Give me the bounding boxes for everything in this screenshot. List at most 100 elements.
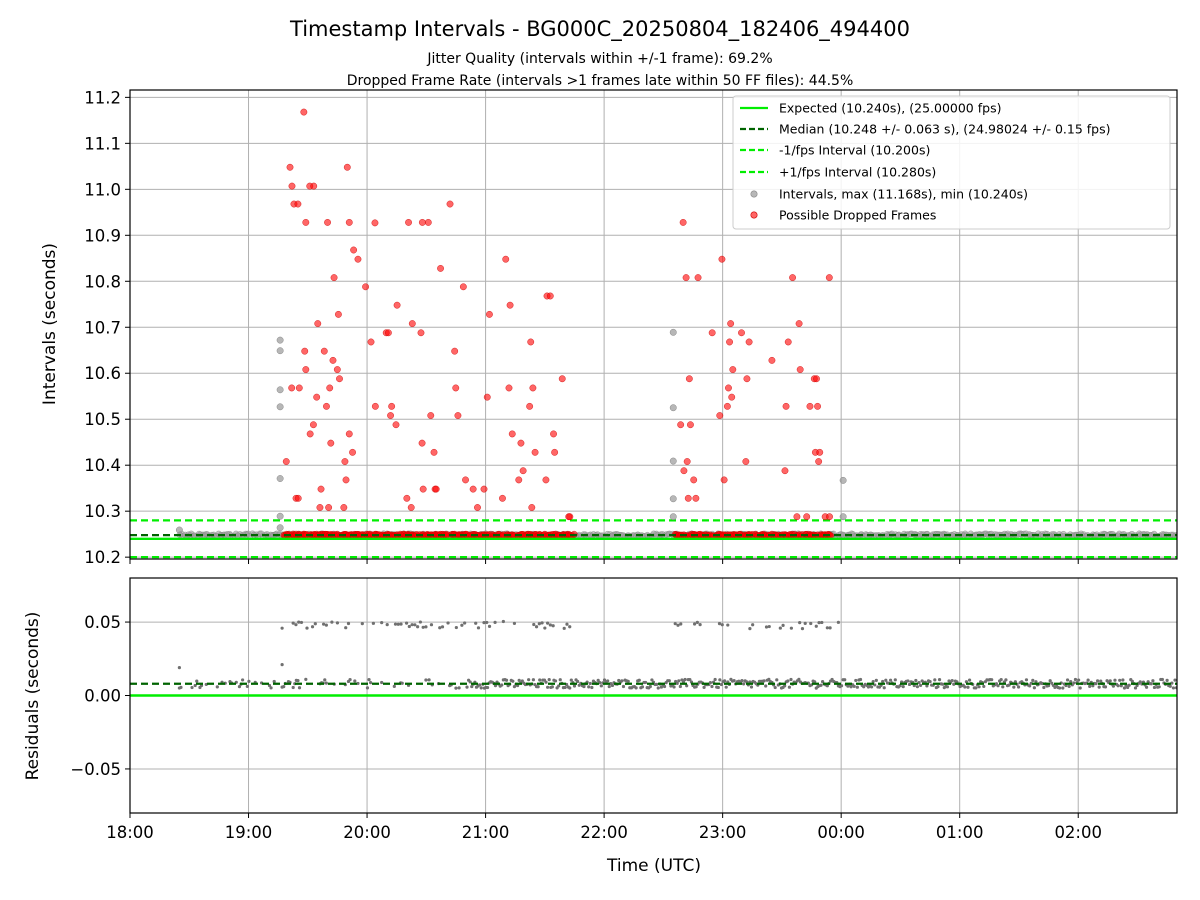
residual-point (881, 679, 885, 684)
residual-point (400, 681, 404, 685)
residual-point (517, 678, 521, 682)
residual-point (356, 681, 360, 686)
residual-point (1116, 684, 1120, 688)
residual-point (380, 680, 384, 685)
residual-point (884, 678, 888, 682)
residual-point (634, 686, 638, 690)
residual-point (675, 681, 679, 685)
residual-point (547, 678, 551, 682)
dropped-frame-point (502, 255, 510, 263)
residual-point (996, 684, 1000, 688)
time-tick-label: 00:00 (817, 823, 865, 842)
dropped-frame-point (367, 338, 375, 346)
dropped-frame-point (419, 485, 427, 493)
residual-point (546, 685, 550, 689)
residual-outlier-point (825, 626, 829, 630)
residual-point (688, 677, 692, 682)
intervals-points (130, 108, 1177, 540)
residual-outlier-point (299, 620, 304, 625)
residual-point (1152, 685, 1157, 690)
interval-point (276, 403, 284, 411)
residual-point (1001, 685, 1005, 689)
residual-outlier-point (748, 627, 752, 631)
residual-point (862, 685, 866, 689)
residual-point (1012, 685, 1016, 689)
residual-point (282, 684, 286, 689)
residual-point (478, 683, 482, 687)
time-tick-label: 02:00 (1054, 823, 1102, 842)
dropped-frame-point (508, 430, 516, 438)
residual-outlier-point (764, 625, 769, 629)
residual-point (941, 682, 945, 686)
dropped-frame-point (345, 219, 353, 226)
legend-entry-minus-1fps: -1/fps Interval (10.200s) (779, 143, 930, 158)
dropped-frame-point (282, 458, 290, 465)
dropped-frame-point (335, 310, 342, 318)
time-tick-label: 20:00 (343, 823, 391, 842)
residual-point (648, 684, 652, 689)
residual-point (190, 685, 194, 690)
residual-outlier-point (460, 623, 464, 627)
interval-point (276, 524, 284, 532)
dropped-frame-point (680, 467, 688, 475)
residual-point (1095, 679, 1100, 683)
residuals-y-tick-label: 0.05 (84, 613, 121, 632)
residual-point (907, 682, 912, 687)
intervals-y-axis: 10.2 10.3 10.4 10.5 10.6 10.7 10.8 10.9 11.0 11.1… (84, 88, 130, 567)
residual-point (1133, 686, 1138, 690)
residual-point (1149, 682, 1153, 686)
residual-point (659, 685, 664, 689)
residual-outlier-point (474, 621, 478, 625)
max-interval-point (300, 108, 308, 116)
residual-outlier-point (413, 623, 417, 627)
residual-outlier-point (562, 626, 566, 630)
residual-point (215, 685, 219, 689)
residual-outlier-point (424, 625, 428, 629)
residual-point (982, 684, 986, 689)
dropped-frame-point (727, 320, 735, 327)
residual-point (1065, 678, 1070, 682)
residual-outlier-point (346, 621, 351, 626)
dropped-frame-point (388, 402, 396, 410)
residual-point (716, 685, 720, 690)
residual-point (767, 677, 771, 681)
residual-point (1122, 686, 1127, 690)
residual-point (1165, 678, 1169, 682)
dropped-frame-point (451, 347, 459, 355)
residual-outlier-point (330, 620, 334, 624)
residual-point (572, 684, 577, 688)
residual-point (1118, 678, 1122, 682)
residual-point (348, 678, 352, 682)
residual-point (977, 685, 981, 689)
residual-outlier-point (717, 622, 722, 626)
residual-point (1103, 685, 1108, 689)
dropped-frame-point (342, 476, 350, 484)
dropped-frame-point (551, 448, 559, 456)
residual-outlier-point (568, 625, 572, 629)
residual-point (732, 678, 736, 683)
intervals-y-tick-label: 10.9 (84, 226, 121, 245)
residual-point (719, 682, 724, 687)
dropped-frame-point (682, 274, 690, 281)
dropped-frame-point (432, 485, 440, 493)
interval-point (669, 457, 677, 465)
residual-outlier-point (313, 622, 317, 626)
residual-point (1099, 679, 1103, 683)
residual-outlier-point (828, 626, 832, 630)
dropped-frame-point (349, 448, 356, 456)
residuals-y-tick-label: −0.05 (70, 760, 121, 779)
residual-point (655, 682, 659, 686)
dropped-frame-point (768, 356, 776, 364)
residuals-points (130, 619, 1177, 697)
residual-point (272, 679, 276, 684)
dropped-frame-point (329, 356, 337, 364)
residual-outlier-point (297, 620, 301, 624)
dropped-frame-point (486, 310, 493, 318)
interval-point (276, 336, 284, 344)
dropped-frame-point (480, 485, 488, 493)
interval-point (669, 404, 677, 412)
dropped-frame-point (384, 329, 392, 337)
residual-point (599, 684, 603, 688)
legend-swatch-dropped (750, 211, 758, 219)
residual-point (1097, 685, 1101, 689)
